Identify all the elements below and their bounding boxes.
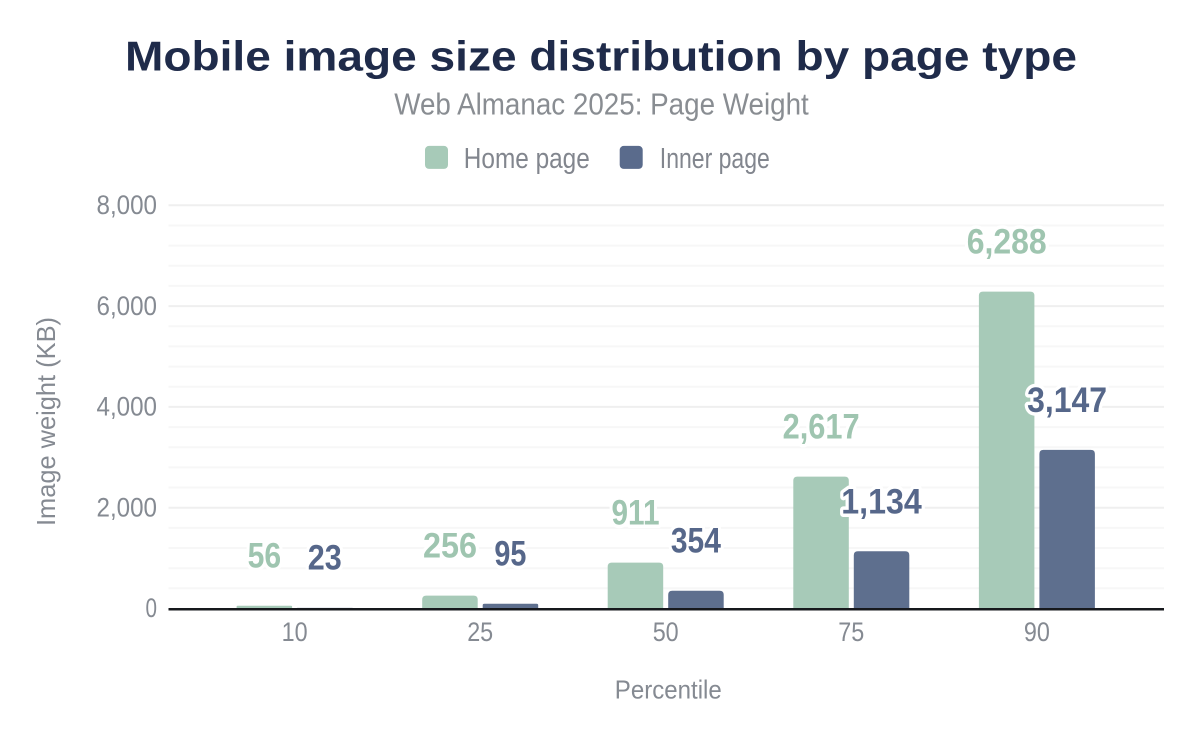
svg-text:4,000: 4,000 (97, 392, 158, 422)
svg-text:Image weight (KB): Image weight (KB) (31, 317, 61, 526)
svg-text:95: 95 (494, 535, 526, 574)
svg-text:6,288: 6,288 (967, 223, 1047, 262)
svg-text:10: 10 (282, 617, 308, 647)
svg-text:2,617: 2,617 (783, 408, 860, 447)
svg-text:90: 90 (1024, 617, 1050, 647)
svg-text:2,000: 2,000 (97, 492, 158, 522)
svg-text:Mobile image size distribution: Mobile image size distribution by page t… (125, 33, 1077, 80)
svg-text:6,000: 6,000 (97, 291, 158, 321)
svg-text:354: 354 (671, 522, 721, 561)
svg-text:25: 25 (467, 617, 493, 647)
svg-text:3,147: 3,147 (1027, 381, 1107, 420)
svg-text:Inner page: Inner page (660, 143, 770, 175)
svg-text:50: 50 (653, 617, 679, 647)
svg-text:75: 75 (838, 617, 864, 647)
svg-text:Percentile: Percentile (615, 675, 722, 705)
svg-text:Web Almanac 2025: Page Weight: Web Almanac 2025: Page Weight (394, 87, 809, 122)
svg-text:1,134: 1,134 (841, 482, 922, 521)
svg-text:911: 911 (612, 494, 660, 533)
svg-text:23: 23 (308, 538, 342, 577)
svg-text:8,000: 8,000 (97, 190, 158, 220)
svg-text:56: 56 (248, 537, 282, 576)
svg-text:256: 256 (423, 527, 477, 566)
svg-text:0: 0 (146, 593, 158, 623)
svg-text:Home page: Home page (464, 143, 590, 175)
